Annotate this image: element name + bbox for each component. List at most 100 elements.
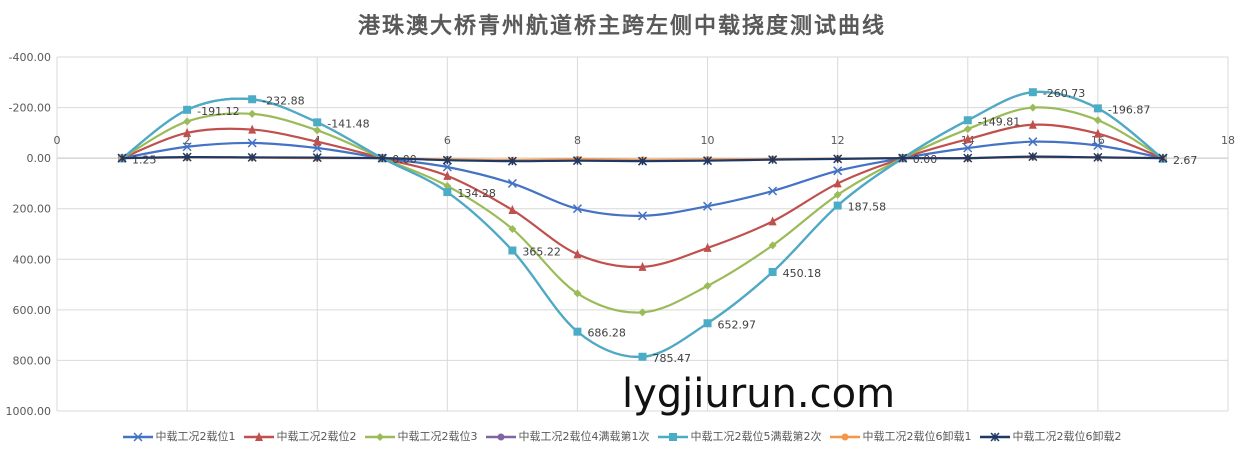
marker-x <box>1028 137 1038 147</box>
marker-star <box>898 153 908 163</box>
marker-triangle <box>254 432 263 441</box>
data-label: -196.87 <box>1108 103 1150 116</box>
x-tick-label: 10 <box>701 134 715 147</box>
legend: 中载工况2载位1 中载工况2载位2 中载工况2载位3 中载工况2载位4满载第1次 中载工… <box>0 430 1244 444</box>
marker-diamond <box>638 308 647 317</box>
marker-triangle <box>638 261 647 271</box>
data-label: -149.81 <box>978 115 1020 128</box>
marker-star <box>572 156 582 166</box>
data-label: -232.88 <box>262 94 304 107</box>
marker-diamond <box>248 109 257 118</box>
legend-item: 中载工况2载位2 <box>243 430 357 444</box>
data-label: 365.22 <box>522 245 561 258</box>
data-label: -260.73 <box>1043 87 1085 100</box>
x-tick-label: 2 <box>184 134 191 147</box>
y-tick-label: 1000.00 <box>6 405 52 418</box>
marker-triangle <box>1093 128 1102 138</box>
marker-star <box>963 153 973 163</box>
marker-triangle <box>963 134 972 144</box>
marker-star <box>768 155 778 165</box>
marker-triangle <box>443 170 452 180</box>
marker-diamond <box>963 125 972 134</box>
marker-diamond <box>768 241 777 250</box>
x-tick-label: 18 <box>1221 134 1235 147</box>
marker-x <box>963 143 973 153</box>
series-1 <box>117 137 1168 221</box>
data-label: 0.00 <box>913 153 938 166</box>
marker-star <box>1028 152 1038 162</box>
y-tick-label: -400.00 <box>9 51 51 64</box>
data-label: -141.48 <box>327 117 369 130</box>
marker-square <box>508 246 517 255</box>
series-line <box>121 140 1164 217</box>
marker-triangle <box>248 124 257 134</box>
marker-x <box>442 162 452 172</box>
marker-star <box>442 155 452 165</box>
marker-triangle <box>183 127 192 137</box>
marker-x <box>833 166 843 176</box>
legend-label: 中载工况2载位6卸载1 <box>862 430 972 443</box>
y-tick-label: -200.00 <box>9 102 51 115</box>
legend-swatch <box>243 432 274 441</box>
marker-square <box>1093 104 1102 113</box>
marker-x <box>703 201 713 211</box>
marker-star <box>637 156 648 166</box>
watermark: lygjiurun.com <box>622 371 896 417</box>
legend-item: 中载工况2载位3 <box>364 430 478 444</box>
marker-diamond <box>1028 103 1037 112</box>
marker-x <box>572 204 582 214</box>
series-line <box>121 90 1164 358</box>
marker-x <box>132 432 143 442</box>
marker-square <box>638 352 647 361</box>
legend-item: 中载工况2载位5满载第2次 <box>657 430 822 444</box>
marker-diamond <box>1093 116 1102 125</box>
y-tick-label: 0.00 <box>27 152 52 165</box>
marker-diamond <box>833 190 842 199</box>
marker-diamond <box>703 281 712 290</box>
marker-triangle <box>313 136 322 146</box>
y-tick-label: 200.00 <box>13 203 52 216</box>
marker-star <box>117 153 127 163</box>
series-5: 1.25 -191.12 -232.88 -141.48 0.00 134.28 365.2… <box>118 87 1197 365</box>
legend-item: 中载工况2载位1 <box>122 430 236 444</box>
marker-triangle <box>833 178 842 188</box>
marker-square <box>183 105 192 114</box>
series-line <box>121 90 1164 358</box>
data-label: 450.18 <box>783 267 822 280</box>
data-label: -191.12 <box>197 105 239 118</box>
marker-star <box>1158 153 1168 163</box>
marker-square <box>573 327 582 336</box>
data-label: 2.67 <box>1173 154 1198 167</box>
marker-star <box>247 152 257 162</box>
data-label: 187.58 <box>848 201 887 214</box>
series-7 <box>117 152 1168 166</box>
legend-label: 中载工况2载位5满载第2次 <box>690 430 822 443</box>
legend-swatch <box>485 433 516 441</box>
legend-swatch <box>657 433 688 441</box>
marker-triangle <box>508 204 517 214</box>
data-label: 652.97 <box>718 318 757 331</box>
legend-item: 中载工况2载位6卸载2 <box>979 430 1122 444</box>
marker-x <box>637 211 648 221</box>
series-4 <box>118 88 1167 361</box>
marker-circle <box>841 433 848 441</box>
marker-star <box>1093 152 1103 162</box>
x-tick-label: 8 <box>574 134 581 147</box>
marker-square <box>963 116 972 125</box>
legend-label: 中载工况2载位1 <box>155 430 236 443</box>
marker-star <box>377 153 387 163</box>
legend-swatch <box>364 433 395 441</box>
marker-triangle <box>768 216 777 226</box>
marker-square <box>668 433 677 441</box>
marker-diamond <box>573 289 582 298</box>
marker-triangle <box>573 249 582 259</box>
marker-square <box>1028 88 1037 97</box>
y-tick-label: 400.00 <box>13 253 52 266</box>
chart-title: 港珠澳大桥青州航道桥主跨左侧中载挠度测试曲线 <box>357 13 886 39</box>
data-label: 134.28 <box>457 187 496 200</box>
marker-diamond <box>443 181 452 190</box>
marker-star <box>989 432 1000 442</box>
marker-star <box>182 152 192 162</box>
marker-star <box>312 153 322 163</box>
